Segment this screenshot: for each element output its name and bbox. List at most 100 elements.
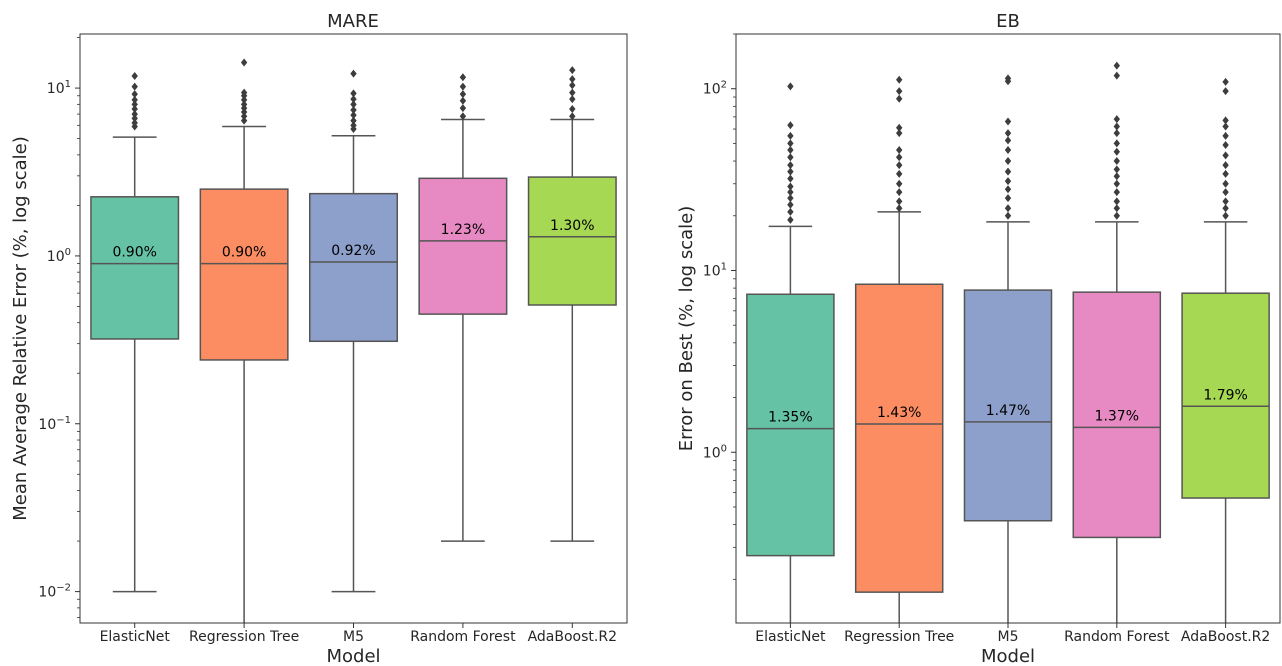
- flier-point: [459, 90, 467, 99]
- flier-point: [787, 131, 794, 140]
- flier-point: [240, 95, 248, 104]
- flier-point: [787, 207, 794, 216]
- flier-point: [1004, 204, 1012, 213]
- flier-point: [1222, 77, 1229, 86]
- chart-panel-1: 0.90% 0.90% 0.92% 1.23% 1.30% 10−2 10−1 100 101 E…: [10, 11, 628, 666]
- box-adaboost-r2: [1181, 292, 1270, 499]
- median-label: 1.79%: [1203, 387, 1247, 403]
- flier-point: [240, 112, 248, 121]
- y-tick-label: 100: [47, 247, 71, 265]
- flier-point: [459, 73, 467, 82]
- flier-point: [896, 204, 903, 213]
- flier-point: [569, 66, 576, 75]
- flier-point: [787, 188, 794, 197]
- flier-point: [569, 88, 576, 97]
- flier-point: [1004, 146, 1012, 155]
- flier-point: [1222, 87, 1229, 96]
- flier-point: [1222, 151, 1229, 160]
- flier-point: [1113, 147, 1120, 156]
- flier-point: [1113, 188, 1120, 197]
- flier-point: [896, 123, 903, 132]
- flier-point: [1004, 117, 1012, 126]
- y-tick-label: 10−1: [38, 415, 71, 433]
- flier-point: [1004, 194, 1012, 203]
- flier-point: [1004, 185, 1012, 194]
- flier-point: [1222, 204, 1229, 213]
- median-label: 1.23%: [441, 222, 485, 238]
- box-m5: [963, 289, 1053, 522]
- flier-point: [787, 194, 794, 203]
- flier-point: [1004, 136, 1012, 145]
- flier-point: [787, 139, 794, 148]
- flier-point: [1222, 161, 1229, 170]
- x-tick-label: Regression Tree: [844, 629, 954, 645]
- x-tick-label: M5: [998, 629, 1019, 645]
- chart-title: MARE: [327, 11, 379, 32]
- x-tick-label: Regression Tree: [189, 629, 299, 645]
- flier-point: [1004, 129, 1012, 138]
- flier-point: [1004, 211, 1012, 220]
- box-regression-tree: [199, 188, 289, 361]
- flier-point: [459, 96, 467, 105]
- y-axis-label: Mean Average Relative Error (%, log scal…: [10, 136, 31, 520]
- flier-point: [787, 153, 794, 162]
- flier-point: [787, 146, 794, 155]
- y-tick-label: 10−2: [38, 583, 71, 601]
- flier-point: [896, 146, 903, 155]
- flier-point: [1004, 177, 1012, 186]
- median-label: 1.47%: [986, 403, 1030, 419]
- flier-point: [350, 89, 357, 98]
- box-random-forest: [1072, 291, 1162, 539]
- flier-point: [131, 72, 138, 81]
- flier-point: [1113, 197, 1120, 206]
- flier-point: [1222, 122, 1229, 131]
- flier-point: [896, 169, 903, 178]
- flier-point: [131, 114, 138, 123]
- flier-point: [569, 105, 576, 114]
- flier-point: [350, 116, 357, 125]
- flier-point: [896, 153, 903, 162]
- flier-point: [131, 105, 138, 114]
- flier-point: [1113, 122, 1120, 131]
- box-elasticnet: [746, 293, 835, 557]
- plot-area: [90, 58, 617, 623]
- flier-point: [350, 95, 357, 104]
- flier-point: [131, 118, 138, 127]
- flier-point: [1113, 211, 1120, 220]
- flier-point: [787, 167, 794, 176]
- flier-point: [787, 121, 794, 130]
- flier-point: [459, 82, 467, 91]
- median-label: 0.92%: [331, 243, 375, 259]
- flier-point: [787, 174, 794, 183]
- flier-point: [240, 100, 248, 109]
- flier-point: [787, 182, 794, 191]
- flier-point: [131, 95, 138, 104]
- flier-point: [131, 110, 138, 119]
- flier-point: [350, 106, 357, 115]
- y-tick-label: 101: [703, 261, 727, 279]
- median-label: 0.90%: [222, 245, 266, 261]
- plot-area: [746, 61, 1270, 623]
- median-label: 1.30%: [550, 218, 594, 234]
- flier-point: [1113, 129, 1120, 138]
- flier-point: [787, 82, 794, 91]
- flier-point: [896, 129, 903, 138]
- flier-point: [1113, 157, 1120, 166]
- flier-point: [459, 104, 467, 113]
- flier-point: [896, 87, 903, 96]
- flier-point: [569, 112, 576, 121]
- y-tick-label: 100: [703, 443, 727, 461]
- flier-point: [459, 112, 467, 121]
- flier-point: [1222, 197, 1229, 206]
- flier-point: [787, 215, 794, 224]
- flier-point: [896, 188, 903, 197]
- flier-point: [569, 75, 576, 84]
- flier-point: [1222, 179, 1229, 188]
- x-tick-label: M5: [343, 629, 364, 645]
- flier-point: [131, 100, 138, 109]
- y-axis-label: Error on Best (%, log scale): [676, 206, 697, 451]
- flier-point: [1222, 131, 1229, 140]
- flier-point: [896, 179, 903, 188]
- x-tick-label: Random Forest: [1064, 629, 1170, 645]
- median-label: 1.43%: [877, 405, 921, 421]
